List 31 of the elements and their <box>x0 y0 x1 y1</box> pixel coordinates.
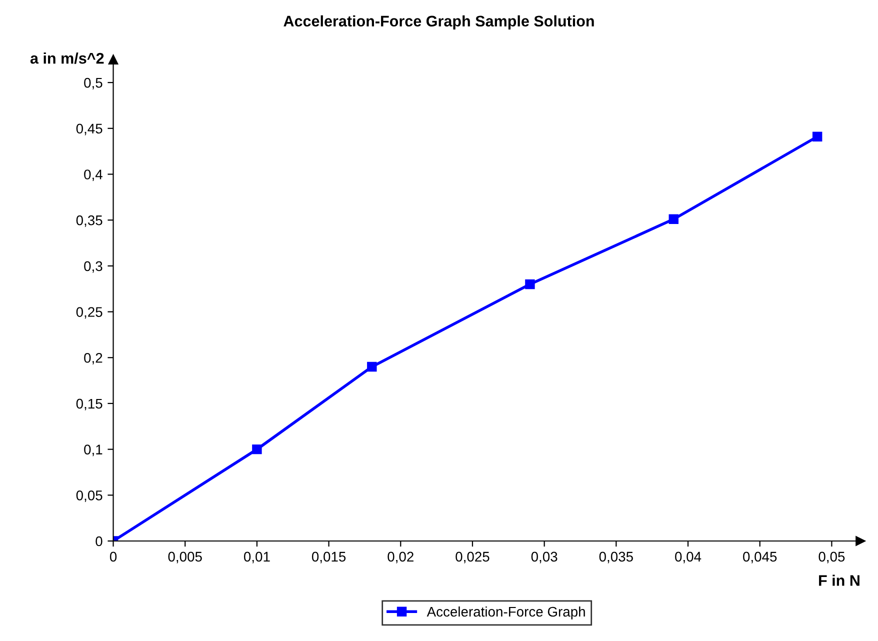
x-tick-label: 0,04 <box>675 552 702 564</box>
x-tick-label: 0 <box>110 552 117 562</box>
y-tick-label: 0,2 <box>84 352 102 364</box>
x-tick-label: 0,005 <box>168 552 202 564</box>
point <box>367 362 377 372</box>
x-tick-label: 0,035 <box>599 552 633 564</box>
x-tick-label: 0,03 <box>531 552 558 564</box>
y-tick-label: 0,15 <box>76 398 102 410</box>
point <box>525 279 535 290</box>
y-tick-label: 0 <box>96 536 102 546</box>
point <box>252 444 262 454</box>
x-tick-label: 0,025 <box>456 552 490 564</box>
x-tick-label: 0,015 <box>312 552 346 564</box>
y-tick-label: 0,3 <box>84 261 102 273</box>
y-axis-title: a in m/s^2 <box>30 52 104 64</box>
point <box>668 214 679 224</box>
y-tick-label: 0,35 <box>76 215 102 227</box>
legend-label: Acceleration-Force Graph <box>426 606 585 620</box>
x-axis-title: F in N <box>819 574 860 586</box>
y-tick-label: 0,05 <box>76 490 102 502</box>
x-tick-label: 0,02 <box>388 552 414 564</box>
y-tick-label: 0,25 <box>76 307 102 319</box>
x-tick-label: 0,05 <box>818 552 845 564</box>
point <box>812 132 822 142</box>
y-tick-label: 0,5 <box>84 78 102 90</box>
y-tick-label: 0,45 <box>76 124 102 136</box>
y-tick-label: 0,4 <box>84 170 102 182</box>
x-tick-label: 0,045 <box>743 552 777 564</box>
y-tick-label: 0,1 <box>84 444 102 456</box>
chart-title: Acceleration-Force Graph Sample Solution <box>284 15 594 30</box>
x-tick-label: 0,01 <box>244 552 270 564</box>
